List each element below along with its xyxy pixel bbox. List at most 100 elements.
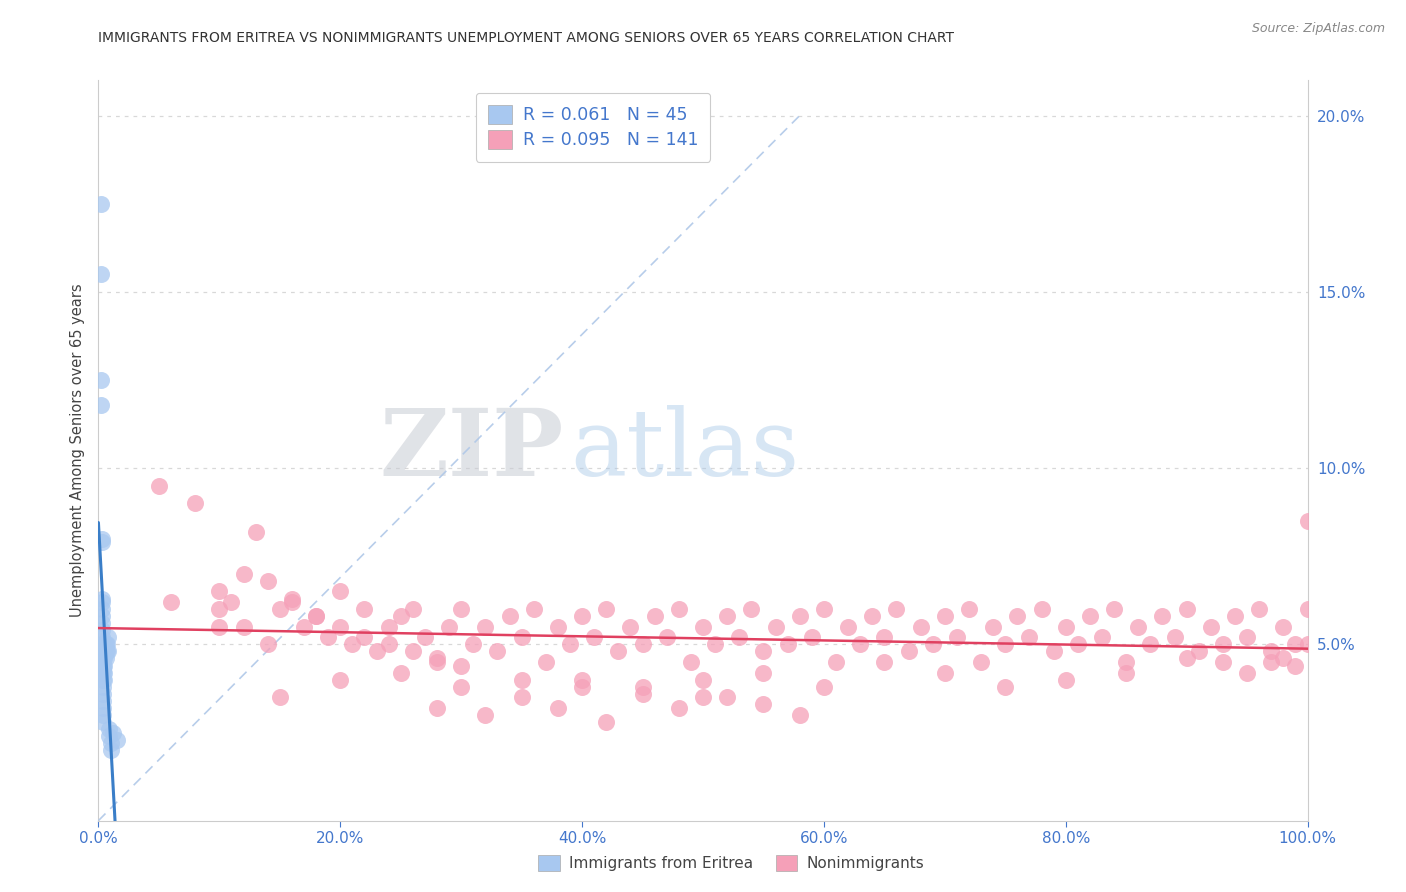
Point [595,714,617,729]
Point [93,665,115,680]
Point [160,595,183,609]
Point [631,637,654,651]
Point [1236,630,1258,644]
Point [91,673,114,687]
Point [208,620,231,634]
Point [90,196,112,211]
Point [91,630,114,644]
Point [571,673,593,687]
Point [93,644,115,658]
Point [305,609,328,624]
Point [1163,630,1185,644]
Point [281,595,304,609]
Point [474,707,496,722]
Point [91,591,114,606]
Point [849,637,872,651]
Point [1223,609,1246,624]
Point [1284,637,1306,651]
Point [91,616,114,631]
Point [752,665,775,680]
Point [1054,673,1077,687]
Point [957,602,980,616]
Point [558,637,581,651]
Point [256,637,278,651]
Point [377,637,399,651]
Point [329,584,352,599]
Point [426,651,449,665]
Point [1031,602,1053,616]
Point [571,680,593,694]
Point [1067,637,1090,651]
Point [91,532,114,546]
Point [1236,665,1258,680]
Point [98,722,121,736]
Point [316,630,339,644]
Point [728,630,751,644]
Point [91,680,114,694]
Point [1260,644,1282,658]
Point [994,680,1017,694]
Point [450,602,472,616]
Point [1128,620,1150,634]
Point [800,630,823,644]
Point [934,609,956,624]
Point [813,602,835,616]
Point [1115,665,1137,680]
Point [96,644,118,658]
Point [789,609,811,624]
Point [679,655,702,669]
Point [813,680,835,694]
Point [305,609,328,624]
Point [450,658,472,673]
Point [994,637,1017,651]
Point [292,620,315,634]
Y-axis label: Unemployment Among Seniors over 65 years: Unemployment Among Seniors over 65 years [69,284,84,617]
Point [221,595,243,609]
Point [91,687,114,701]
Point [692,690,714,705]
Point [91,701,114,715]
Point [716,609,738,624]
Point [510,690,533,705]
Point [342,637,364,651]
Point [353,602,375,616]
Point [486,644,509,658]
Point [692,673,714,687]
Point [981,620,1004,634]
Point [910,620,932,634]
Point [668,701,690,715]
Point [1115,655,1137,669]
Legend: R = 0.061   N = 45, R = 0.095   N = 141: R = 0.061 N = 45, R = 0.095 N = 141 [475,93,710,161]
Point [1249,602,1271,616]
Point [463,637,485,651]
Point [1007,609,1029,624]
Point [389,609,412,624]
Point [96,637,118,651]
Point [1188,644,1211,658]
Point [897,644,920,658]
Point [1175,602,1198,616]
Point [256,574,278,588]
Point [921,637,943,651]
Text: atlas: atlas [569,406,799,495]
Point [534,655,557,669]
Point [970,655,993,669]
Point [886,602,908,616]
Point [208,602,231,616]
Point [752,698,775,712]
Point [101,725,124,739]
Point [232,620,254,634]
Point [93,658,115,673]
Point [91,595,114,609]
Point [105,732,128,747]
Text: ZIP: ZIP [380,406,564,495]
Point [91,624,114,638]
Point [873,630,896,644]
Point [269,690,291,705]
Point [1102,602,1125,616]
Point [547,620,569,634]
Point [148,479,170,493]
Point [97,644,120,658]
Point [90,267,112,281]
Point [692,620,714,634]
